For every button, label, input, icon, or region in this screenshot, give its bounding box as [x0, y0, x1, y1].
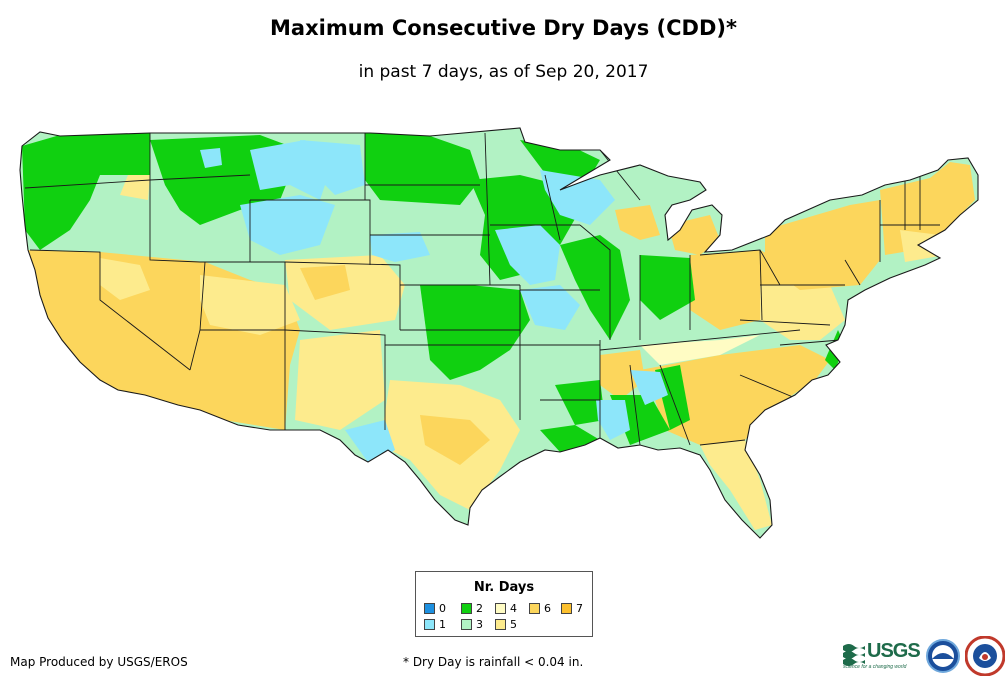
legend-swatch: [561, 603, 572, 614]
usgs-wordmark: USGS: [867, 640, 921, 662]
legend-label: 5: [510, 618, 517, 631]
dry-day-footnote: * Dry Day is rainfall < 0.04 in.: [403, 655, 584, 669]
legend-label: 6: [544, 602, 551, 615]
legend-swatch: [461, 619, 472, 630]
legend-swatch: [495, 603, 506, 614]
legend-swatch: [495, 619, 506, 630]
legend-item-6: 6: [529, 602, 551, 615]
legend-item-0: 0: [424, 602, 446, 615]
nws-logo-icon: [965, 636, 1005, 676]
noaa-logo-icon: [926, 639, 960, 673]
legend-item-5: 5: [495, 618, 517, 631]
legend-label: 4: [510, 602, 517, 615]
legend-box: Nr. Days 0 1 2 3 4 5 6 7: [415, 571, 593, 637]
cdd-map: [19, 127, 979, 539]
legend-item-1: 1: [424, 618, 446, 631]
map-credit: Map Produced by USGS/EROS: [10, 655, 188, 669]
legend-label: 7: [576, 602, 583, 615]
legend-swatch: [461, 603, 472, 614]
legend-swatch: [424, 619, 435, 630]
usgs-logo: USGS science for a changing world: [843, 636, 923, 676]
legend-item-2: 2: [461, 602, 483, 615]
legend-label: 1: [439, 618, 446, 631]
legend-label: 3: [476, 618, 483, 631]
map-title: Maximum Consecutive Dry Days (CDD)*: [270, 16, 737, 40]
legend-label: 0: [439, 602, 446, 615]
legend-label: 2: [476, 602, 483, 615]
legend-item-7: 7: [561, 602, 583, 615]
legend-item-3: 3: [461, 618, 483, 631]
usgs-wave-icon: [843, 644, 865, 666]
legend-title: Nr. Days: [473, 580, 535, 595]
map-subtitle: in past 7 days, as of Sep 20, 2017: [358, 62, 649, 82]
legend-swatch: [424, 603, 435, 614]
legend-swatch: [529, 603, 540, 614]
legend-item-4: 4: [495, 602, 517, 615]
usgs-tagline: science for a changing world: [843, 664, 907, 670]
